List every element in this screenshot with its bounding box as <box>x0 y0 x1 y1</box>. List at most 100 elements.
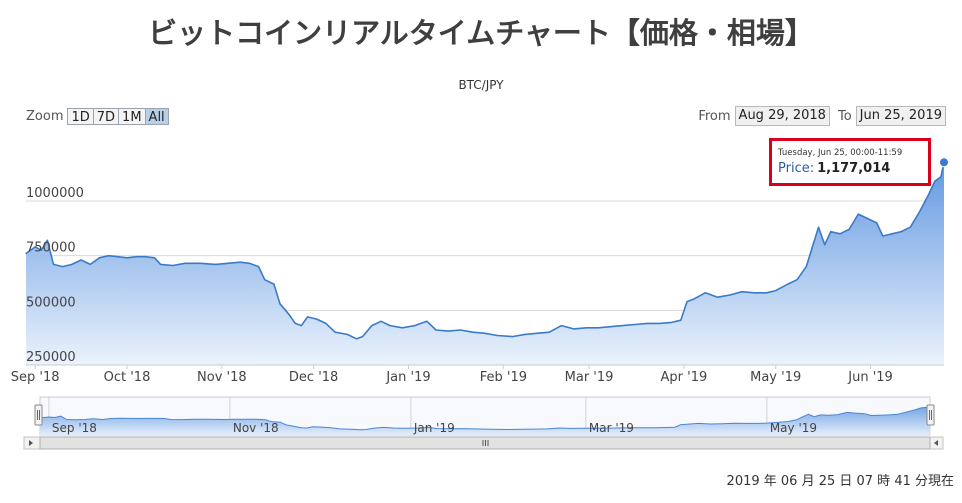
range-from-label: From <box>698 108 731 124</box>
price-chart[interactable]: Sep '18 Oct '18 Nov '18 Dec '18 Jan '19 Feb '… <box>0 125 962 387</box>
x-tick-label: Oct '18 <box>104 370 151 385</box>
chart-subtitle: BTC/JPY <box>458 78 504 92</box>
navigator-tick-label: Nov '18 <box>233 421 279 435</box>
price-point <box>426 320 428 322</box>
price-point <box>609 326 612 328</box>
price-point <box>279 303 281 305</box>
price-point <box>548 331 550 333</box>
price-point <box>135 256 137 258</box>
tooltip-date: Tuesday, Jun 25, 00:00-11:59 <box>778 148 903 158</box>
scroll-left-arrow-icon[interactable] <box>29 440 33 446</box>
zoom-1d-button[interactable]: 1D <box>67 107 94 125</box>
price-point <box>824 244 826 246</box>
price-area <box>26 162 944 365</box>
price-point <box>300 325 302 327</box>
price-point <box>227 262 229 264</box>
price-point <box>597 327 599 329</box>
price-point <box>288 314 290 316</box>
price-point <box>25 252 27 255</box>
price-point <box>239 261 241 263</box>
price-point <box>199 262 202 264</box>
zoom-all-button[interactable]: All <box>144 107 169 125</box>
price-point <box>671 321 673 323</box>
x-tick-label: Apr '19 <box>661 370 708 385</box>
price-point <box>787 283 789 285</box>
price-point <box>306 316 309 318</box>
price-point <box>536 332 538 334</box>
price-point <box>909 226 911 228</box>
zoom-7d-button[interactable]: 7D <box>92 107 120 125</box>
price-point <box>765 292 768 294</box>
price-point <box>484 332 486 334</box>
tooltip-price-value: 1,177,014 <box>817 161 891 176</box>
price-point <box>918 211 921 213</box>
price-tooltip: Tuesday, Jun 25, 00:00-11:59 Price: 1,177… <box>769 138 931 186</box>
navigator-line <box>39 404 931 431</box>
x-tick-label: Dec '18 <box>289 370 338 385</box>
zoom-1m-button[interactable]: 1M <box>118 107 146 125</box>
price-point <box>362 335 364 338</box>
price-point <box>435 329 437 331</box>
price-point <box>866 217 869 220</box>
range-from-input[interactable]: Aug 29, 2018 <box>734 106 830 126</box>
price-point <box>891 233 893 235</box>
price-point <box>511 335 514 338</box>
navigator[interactable]: Sep '18 Nov '18 Jan '19 Mar '19 May '19 <box>0 395 962 455</box>
price-point <box>716 296 719 298</box>
price-point <box>940 176 942 178</box>
price-point <box>144 256 146 258</box>
navigator-left-handle[interactable] <box>34 404 43 426</box>
range-to-input[interactable]: Jun 25, 2019 <box>855 106 946 126</box>
price-point <box>257 265 260 268</box>
updated-timestamp: 2019 年 06 月 25 日 07 時 41 分現在 <box>726 474 954 489</box>
price-point <box>928 193 930 196</box>
price-point <box>40 249 42 251</box>
y-tick-label: 500000 <box>26 295 76 310</box>
price-point <box>80 259 82 261</box>
price-point <box>876 222 878 224</box>
price-point <box>52 263 55 266</box>
price-point <box>89 263 91 266</box>
price-point <box>686 300 688 303</box>
price-point <box>294 322 296 325</box>
price-point <box>524 333 526 335</box>
x-tick-label: May '19 <box>750 370 801 385</box>
price-point <box>692 298 694 300</box>
price-point <box>775 290 777 292</box>
price-point <box>108 255 110 257</box>
price-point <box>264 279 266 281</box>
x-tick-label: Jun '19 <box>847 370 893 385</box>
price-point <box>62 265 64 268</box>
y-tick-label: 750000 <box>26 241 76 256</box>
price-point <box>355 338 358 340</box>
price-point <box>857 213 859 215</box>
scroll-right-arrow-icon[interactable] <box>934 440 938 446</box>
price-point <box>371 325 373 327</box>
price-point <box>172 264 174 267</box>
x-tick-label: Feb '19 <box>480 370 527 385</box>
price-point <box>273 283 275 285</box>
price-point <box>325 322 327 325</box>
range-to-label: To <box>837 108 852 124</box>
price-point <box>634 323 636 326</box>
price-point <box>830 230 832 233</box>
price-point <box>346 333 348 335</box>
x-tick-label: Jan '19 <box>385 370 430 385</box>
navigator-tick-label: Mar '19 <box>589 421 634 435</box>
price-point <box>401 327 403 329</box>
price-point <box>646 322 648 325</box>
hover-marker <box>939 157 949 168</box>
price-point <box>248 262 250 264</box>
navigator-right-handle[interactable] <box>926 404 935 426</box>
navigator-area <box>40 405 930 435</box>
price-point <box>496 334 498 337</box>
y-tick-label: 1000000 <box>26 186 84 201</box>
price-point <box>215 263 217 266</box>
navigator-tick-label: May '19 <box>770 421 817 435</box>
zoom-controls: Zoom 1D 7D 1M All <box>26 106 169 126</box>
price-point <box>98 257 101 259</box>
x-tick-label: Sep '18 <box>11 370 60 385</box>
price-point <box>414 325 416 327</box>
price-point <box>126 257 128 259</box>
navigator-tick-label: Jan '19 <box>413 421 455 435</box>
